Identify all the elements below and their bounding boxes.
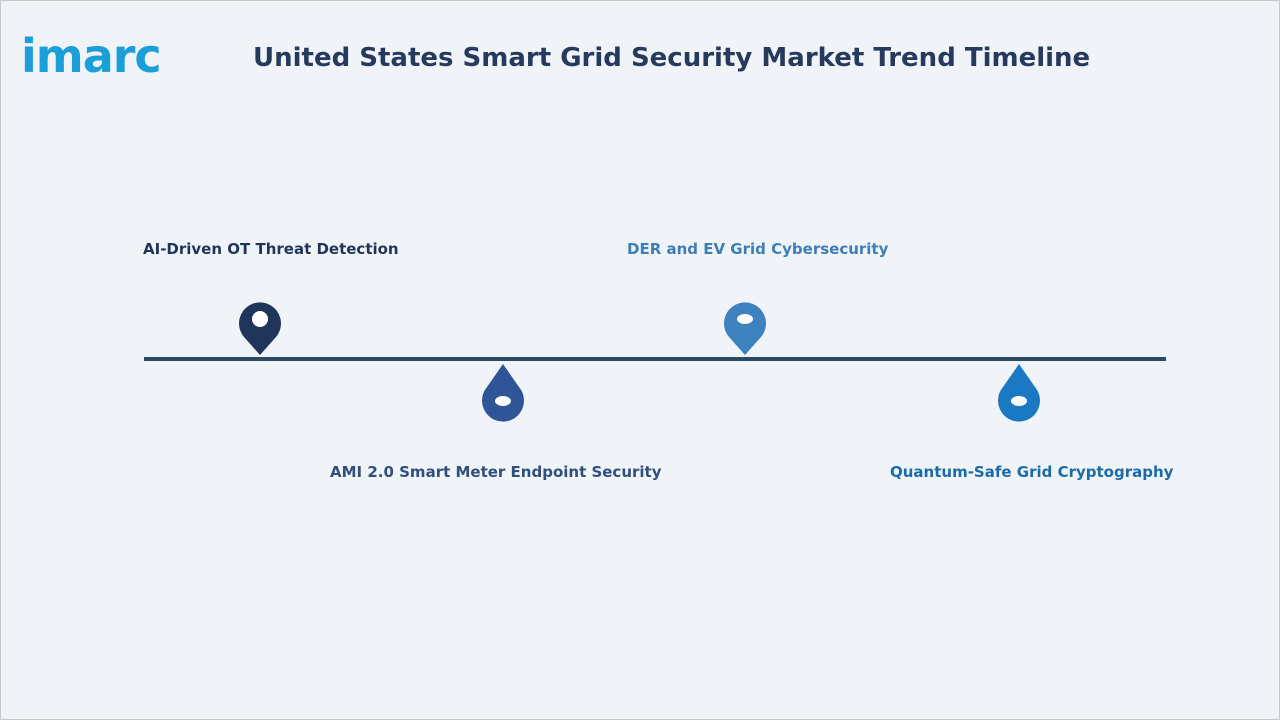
item-label: AMI 2.0 Smart Meter Endpoint Security [330, 463, 662, 481]
item-label: Quantum-Safe Grid Cryptography [890, 463, 1174, 481]
drop [482, 364, 524, 422]
item-label: DER and EV Grid Cybersecurity [627, 240, 889, 258]
drop [998, 364, 1040, 422]
pin [239, 302, 281, 355]
logo: imarc [21, 29, 162, 83]
title: United States Smart Grid Security Market… [253, 43, 1091, 73]
item-label: AI-Driven OT Threat Detection [143, 240, 399, 258]
pin [724, 302, 766, 355]
